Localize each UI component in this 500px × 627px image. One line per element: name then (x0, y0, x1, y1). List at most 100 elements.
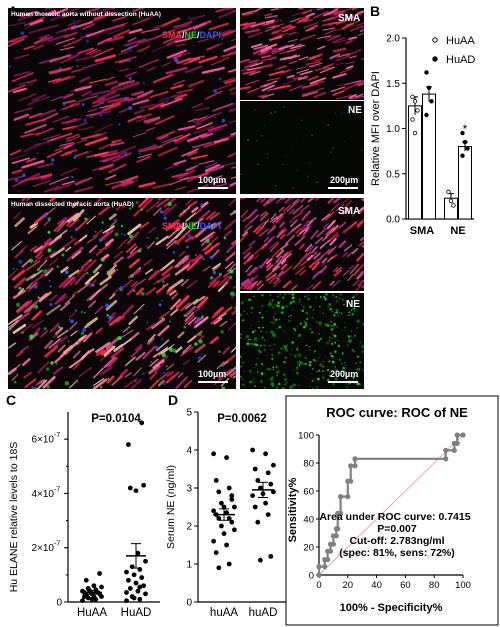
roc-point (348, 463, 354, 469)
tissue-fiber (72, 209, 85, 222)
tissue-fiber (240, 67, 250, 72)
tissue-dot (140, 308, 143, 311)
tissue-fiber (62, 13, 73, 18)
tissue-fiber (207, 124, 228, 132)
tissue-dot (291, 348, 293, 350)
tissue-dot (261, 336, 264, 339)
tissue-fiber (88, 300, 97, 308)
tissue-fiber (185, 212, 197, 222)
tissue-fiber (360, 198, 364, 201)
tissue-fiber (298, 252, 308, 263)
data-point (91, 583, 97, 589)
tissue-fiber (93, 123, 114, 133)
data-point (255, 478, 261, 483)
data-point (265, 512, 271, 517)
tissue-fiber (248, 266, 257, 277)
data-point (229, 497, 235, 502)
tissue-dot (117, 335, 122, 341)
tissue-fiber (115, 315, 125, 323)
tissue-dot (269, 294, 272, 296)
tissue-fiber (48, 338, 61, 349)
tissue-fiber (300, 198, 306, 203)
tissue-fiber (53, 183, 72, 191)
tissue-dot (254, 108, 256, 111)
tissue-dot (291, 296, 295, 300)
tissue-dot (202, 206, 206, 210)
tissue-dot (43, 327, 47, 331)
y-tick-label: 0.5 (386, 169, 400, 180)
tissue-fiber (33, 245, 44, 253)
tissue-fiber (107, 27, 125, 35)
tissue-fiber (32, 179, 51, 188)
tissue-fiber (71, 290, 79, 296)
tissue-dot (61, 253, 65, 257)
tissue-dot (305, 311, 309, 315)
tissue-dot (47, 230, 51, 234)
tissue-fiber (116, 204, 123, 211)
tissue-dot (284, 293, 286, 296)
tissue-fiber (253, 225, 261, 233)
tissue-fiber (321, 213, 331, 221)
tissue-fiber (354, 93, 364, 98)
tissue-dot (323, 295, 326, 298)
tissue-dot (263, 344, 267, 347)
tissue-fiber (62, 103, 81, 110)
tissue-dot (322, 365, 325, 368)
tissue-dot (58, 67, 63, 71)
tissue-fiber (99, 351, 113, 361)
tissue-fiber (220, 161, 236, 167)
tissue-dot (269, 344, 271, 347)
tissue-fiber (253, 254, 260, 261)
tissue-fiber (38, 109, 57, 117)
data-point (221, 531, 227, 536)
tissue-dot (356, 319, 361, 324)
y-axis-label: Relative MFI over DAPI (370, 71, 382, 186)
tissue-fiber (64, 149, 78, 155)
tissue-fiber (124, 356, 136, 367)
tissue-fiber (327, 246, 337, 255)
roc-point (327, 548, 334, 554)
data-point (258, 557, 263, 563)
data-point (141, 583, 147, 589)
tissue-fiber (97, 90, 117, 101)
tissue-fiber (213, 138, 229, 144)
tissue-fiber (303, 22, 319, 29)
tissue-fiber (282, 79, 297, 86)
tissue-fiber (345, 20, 361, 26)
tissue-fiber (301, 210, 311, 222)
tissue-dot (276, 370, 280, 374)
tissue-fiber (232, 68, 236, 71)
tissue-dot (80, 331, 85, 336)
tissue-fiber (348, 93, 357, 99)
tissue-dot (167, 99, 169, 102)
tissue-dot (121, 233, 123, 236)
tissue-fiber (228, 68, 236, 73)
tissue-dot (304, 295, 307, 298)
tissue-fiber (11, 169, 23, 175)
tissue-dot (74, 25, 78, 29)
tissue-dot (169, 320, 172, 323)
tissue-fiber (332, 279, 341, 288)
tissue-fiber (46, 150, 63, 159)
tissue-fiber (304, 243, 313, 252)
tissue-fiber (259, 220, 267, 227)
tissue-dot (300, 119, 303, 122)
tissue-fiber (281, 25, 294, 30)
tissue-dot (56, 265, 59, 268)
tissue-dot (220, 330, 224, 334)
tissue-fiber (257, 51, 269, 56)
data-point (268, 481, 274, 487)
tissue-fiber (40, 35, 54, 43)
tissue-fiber (68, 218, 80, 228)
tissue-dot (64, 270, 69, 274)
bar (408, 105, 422, 220)
tissue-dot (351, 309, 353, 311)
tissue-dot (289, 385, 293, 389)
tissue-dot (254, 329, 256, 332)
tissue-fiber (69, 379, 79, 389)
tissue-fiber (35, 379, 43, 387)
tissue-dot (221, 118, 226, 123)
tissue-fiber (230, 91, 236, 96)
roc-point (335, 526, 341, 532)
data-point (252, 466, 258, 472)
